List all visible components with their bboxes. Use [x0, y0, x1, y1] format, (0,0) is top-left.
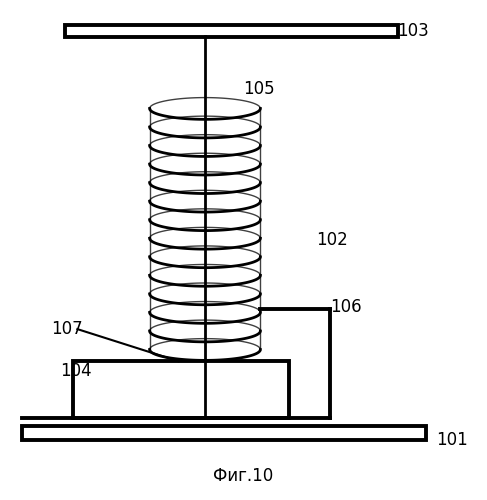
Bar	[65, 25, 397, 38]
Bar	[22, 426, 427, 440]
Text: 103: 103	[397, 22, 430, 40]
Text: 101: 101	[436, 432, 468, 450]
Text: 105: 105	[244, 80, 275, 98]
Bar	[73, 361, 289, 418]
Text: 106: 106	[330, 298, 362, 316]
Text: Фиг.10: Фиг.10	[213, 467, 274, 485]
Text: 102: 102	[316, 231, 347, 249]
Text: 107: 107	[51, 320, 83, 338]
Text: 104: 104	[60, 362, 92, 380]
